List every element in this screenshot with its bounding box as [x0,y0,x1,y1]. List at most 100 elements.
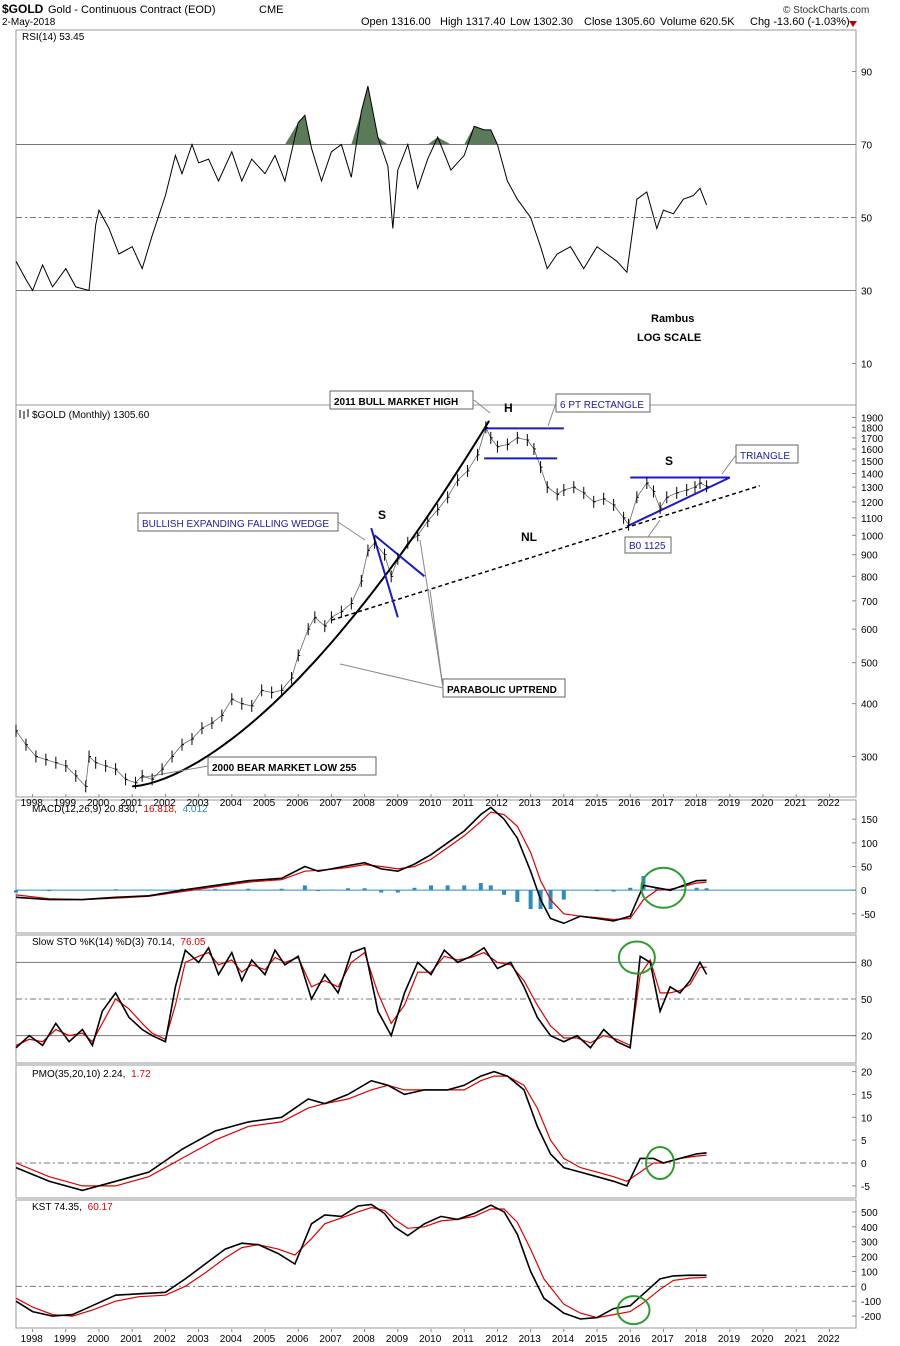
pmo-y-tick-label: 20 [861,1068,873,1079]
stochastic-title-main: Slow STO %K(14) %D(3) 70.14, [32,937,175,948]
pmo-y-tick-label: 10 [861,1113,873,1124]
kst-x-tick-label: 2004 [220,1334,243,1345]
macd-histogram-bar [654,887,659,891]
macd-panel: MACD(12,26,9) 20.830, 16.818, 4.012 [15,799,857,934]
price-x-tick-label: 1999 [54,798,77,809]
macd-histogram-bar [429,885,434,891]
kst-x-tick-label: 2019 [718,1334,741,1345]
macd-y-tick-label: 0 [861,886,867,897]
macd-histogram-bar [488,885,493,891]
pmo-highlight-circle [645,1146,676,1180]
price-y-tick-label: 800 [861,572,878,583]
kst-x-tick-label: 2014 [552,1334,575,1345]
down-triangle-icon [849,21,857,27]
pmo-y-tick-label: 0 [861,1159,867,1170]
chart-date: 2-May-2018 [2,17,56,28]
right-shoulder-label: S [665,454,673,468]
kst-y-tick-label: 500 [861,1208,878,1219]
pmo-frame [15,1064,857,1199]
macd-histogram-bar [502,890,507,895]
ohlc-high: High 1317.40 [440,16,505,28]
kst-x-tick-label: 2021 [784,1334,807,1345]
stochastic-title-signal: 76.05 [180,937,205,948]
kst-y-tick-label: 400 [861,1223,878,1234]
price-y-tick-label: 500 [861,659,878,670]
price-x-tick-label: 2016 [618,798,641,809]
annotation-leader-line [473,399,491,414]
annotation-leader-line [139,765,209,779]
kst-x-tick-label: 2000 [87,1334,110,1345]
price-y-tick-label: 1200 [861,498,884,509]
price-y-tick-label: 300 [861,753,878,764]
price-x-tick-label: 2021 [784,798,807,809]
sto-y-tick-label: 20 [861,1032,873,1043]
macd-histogram-bar [302,885,307,891]
instrument-name: Gold - Continuous Contract (EOD) [48,4,216,16]
macd-histogram-bar [478,883,483,891]
kst-frame [15,1199,857,1329]
rsi-line [15,85,708,292]
kst-y-tick-label: 200 [861,1253,878,1264]
kst-x-tick-label: 2016 [618,1334,641,1345]
macd-histogram-bar [379,890,384,893]
macd-histogram-bar [528,890,533,910]
macd-y-tick-label: 150 [861,815,878,826]
ohlc-close: Close 1305.60 [584,16,655,28]
ohlc-open: Open 1316.00 [361,16,431,28]
macd-histogram-bar [561,890,566,900]
kst-x-tick-label: 1998 [21,1334,44,1345]
kst-x-tick-label: 2006 [286,1334,309,1345]
wedge-label: BULLISH EXPANDING FALLING WEDGE [142,519,329,530]
macd-histogram-bar [641,875,646,891]
macd-signal-line [15,811,707,921]
chart-marks: 9070503010190018001700160015001400130012… [14,68,884,1345]
head-label: H [504,401,513,415]
annotation-leader-line [647,519,661,538]
rsi-y-tick-label: 10 [861,360,873,371]
price-x-tick-label: 2008 [353,798,376,809]
annotation-leader-line [547,402,557,427]
kst-signal-line [15,1206,707,1319]
macd-histogram-bar [213,888,218,891]
price-x-tick-label: 2010 [419,798,442,809]
price-x-tick-label: 1998 [21,798,44,809]
pmo-title-signal: 1.72 [131,1069,151,1080]
kst-x-tick-label: 2013 [519,1334,542,1345]
price-frame [15,404,857,798]
pmo-y-tick-label: 5 [861,1136,867,1147]
kst-x-tick-label: 2015 [585,1334,608,1345]
stochastic-title: Slow STO %K(14) %D(3) 70.14, 76.05 [32,937,206,948]
macd-histogram-bar [14,890,18,893]
stochastic-d-line [15,951,707,1047]
triangle-label: TRIANGLE [740,451,790,462]
rectangle-label: 6 PT RECTANGLE [560,400,644,411]
kst-x-tick-label: 2009 [386,1334,409,1345]
kst-x-tick-label: 2003 [187,1334,210,1345]
kst-highlight-circle [616,1295,651,1326]
price-y-tick-label: 1100 [861,514,883,525]
price-bar-icon [19,409,29,419]
price-x-tick-label: 2007 [319,798,342,809]
rsi-overbought-fill [284,86,498,145]
macd-frame [15,799,857,934]
price-x-tick-label: 2002 [153,798,176,809]
price-x-tick-label: 2000 [87,798,110,809]
scale-note: LOG SCALE [637,332,701,344]
price-x-tick-label: 2022 [817,798,840,809]
macd-histogram-bar [412,887,417,891]
macd-histogram-bar [246,888,251,891]
macd-title-main: MACD(12,26,9) 20.830, [32,804,138,815]
price-y-tick-label: 400 [861,700,878,711]
macd-y-tick-label: 100 [861,839,878,850]
price-y-tick-label: 1400 [861,470,884,481]
price-x-tick-label: 2004 [220,798,243,809]
kst-x-tick-label: 2011 [452,1334,474,1345]
exchange: CME [259,4,283,16]
price-x-tick-label: 2019 [718,798,741,809]
price-y-tick-label: 1500 [861,457,884,468]
neckline [331,485,760,621]
kst-title-signal: 60.17 [88,1202,113,1213]
ohlc-low: Low 1302.30 [510,16,573,28]
price-x-tick-label: 2009 [386,798,409,809]
